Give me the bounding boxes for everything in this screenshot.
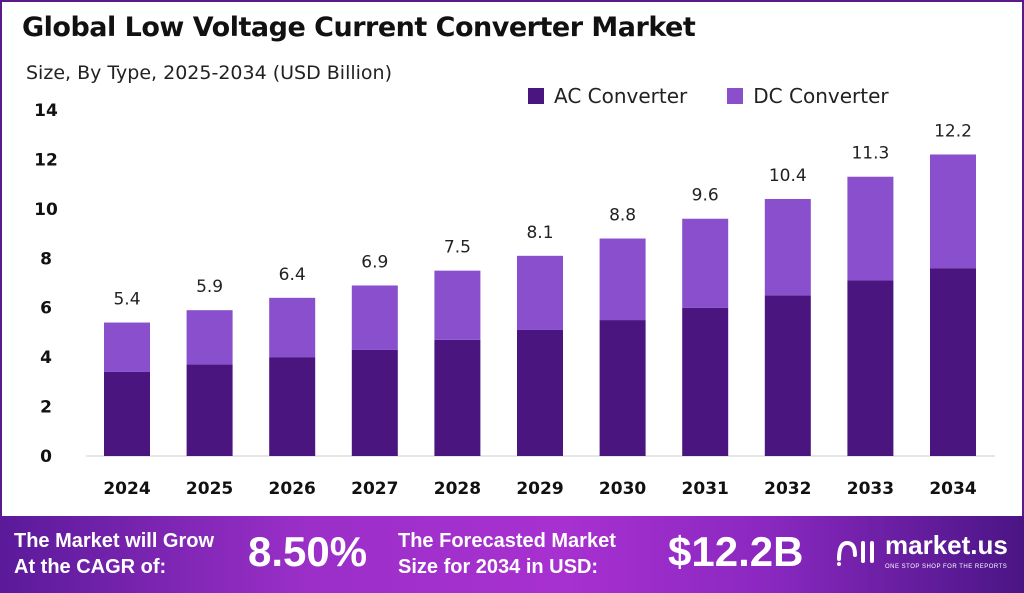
x-tick-label: 2024 bbox=[103, 479, 150, 499]
y-tick-label: 0 bbox=[40, 447, 52, 467]
cagr-label: The Market will Grow At the CAGR of: bbox=[14, 528, 214, 580]
bar-segment-dc bbox=[269, 297, 316, 358]
x-tick-label: 2025 bbox=[186, 479, 233, 499]
y-tick-label: 2 bbox=[40, 398, 52, 418]
legend-swatch-ac bbox=[528, 88, 544, 104]
data-label-total: 5.9 bbox=[196, 277, 223, 297]
data-label-total: 8.1 bbox=[526, 223, 553, 243]
data-label-total: 9.6 bbox=[692, 186, 719, 206]
logo-icon bbox=[837, 540, 874, 566]
x-tick-label: 2034 bbox=[929, 479, 976, 499]
cagr-label-line2: At the CAGR of: bbox=[14, 556, 167, 578]
cagr-value: 8.50% bbox=[248, 528, 368, 575]
legend-swatch-dc bbox=[727, 88, 744, 104]
y-tick-label: 8 bbox=[40, 249, 52, 269]
logo-name: market.us bbox=[885, 530, 1008, 560]
x-tick-label: 2026 bbox=[269, 479, 316, 499]
forecast-value: $12.2B bbox=[668, 528, 804, 575]
bar-segment-ac bbox=[517, 329, 563, 456]
bar-segment-dc bbox=[930, 154, 976, 269]
x-tick-label: 2027 bbox=[351, 479, 398, 499]
bar-segment-dc bbox=[764, 198, 811, 296]
forecast-label-line1: The Forecasted Market bbox=[398, 530, 616, 552]
bar-segment-dc bbox=[434, 270, 481, 340]
y-tick-label: 10 bbox=[34, 200, 58, 220]
forecast-label: The Forecasted Market Size for 2034 in U… bbox=[398, 528, 616, 580]
market-us-logo: market.us ONE STOP SHOP FOR THE REPORTS bbox=[835, 530, 1008, 571]
chart-title: Global Low Voltage Current Converter Mar… bbox=[22, 12, 696, 43]
bar-segment-ac bbox=[434, 339, 481, 456]
bar-chart: 0 2 4 6 8 10 12 14 5.4 2024 5.9 2025 6.4 2026 6.9 2027 7… bbox=[34, 101, 995, 499]
y-tick-label: 14 bbox=[34, 101, 58, 121]
bar-segment-ac bbox=[186, 364, 233, 456]
legend-item-ac: AC Converter bbox=[528, 84, 687, 108]
bar-segment-ac bbox=[269, 357, 316, 456]
footer-banner: The Market will Grow At the CAGR of: 8.5… bbox=[0, 516, 1024, 593]
cagr-label-line1: The Market will Grow bbox=[14, 530, 215, 552]
data-label-total: 8.8 bbox=[609, 206, 636, 226]
bar-segment-dc bbox=[351, 285, 398, 350]
bar-segment-ac bbox=[104, 371, 150, 456]
bar-segment-ac bbox=[847, 280, 894, 456]
chart-subtitle: Size, By Type, 2025-2034 (USD Billion) bbox=[26, 62, 393, 84]
x-tick-label: 2033 bbox=[847, 479, 894, 499]
bar-segment-ac bbox=[764, 295, 811, 456]
bar-segment-ac bbox=[682, 307, 729, 456]
y-tick-label: 6 bbox=[40, 299, 52, 319]
logo-tagline: ONE STOP SHOP FOR THE REPORTS bbox=[885, 564, 1008, 570]
bar-segment-ac bbox=[930, 268, 976, 456]
x-tick-label: 2032 bbox=[764, 479, 811, 499]
bar-segment-dc bbox=[682, 218, 729, 308]
x-tick-label: 2028 bbox=[434, 479, 481, 499]
legend-label-ac: AC Converter bbox=[554, 84, 688, 108]
x-tick-label: 2030 bbox=[599, 479, 646, 499]
y-tick-label: 12 bbox=[34, 150, 58, 170]
bar-segment-dc bbox=[104, 322, 150, 372]
bar-segment-dc bbox=[599, 238, 646, 321]
data-label-total: 6.9 bbox=[361, 252, 388, 272]
bar-segment-dc bbox=[847, 176, 894, 281]
x-tick-label: 2031 bbox=[682, 479, 729, 499]
bar-segment-dc bbox=[186, 310, 233, 365]
bar-segment-ac bbox=[599, 320, 646, 456]
logo-text: market.us ONE STOP SHOP FOR THE REPORTS bbox=[885, 530, 1008, 571]
legend-label-dc: DC Converter bbox=[753, 84, 889, 108]
y-tick-label: 4 bbox=[40, 348, 52, 368]
bar-segment-dc bbox=[517, 255, 563, 330]
data-label-total: 7.5 bbox=[444, 238, 471, 258]
bar-segment-ac bbox=[351, 349, 398, 456]
data-label-total: 11.3 bbox=[851, 144, 889, 164]
legend: AC Converter DC Converter bbox=[528, 84, 889, 108]
x-tick-label: 2029 bbox=[516, 479, 563, 499]
legend-item-dc: DC Converter bbox=[727, 84, 889, 108]
data-label-total: 6.4 bbox=[279, 265, 306, 285]
data-label-total: 10.4 bbox=[769, 166, 807, 186]
data-label-total: 5.4 bbox=[113, 290, 140, 310]
forecast-label-line2: Size for 2034 in USD: bbox=[398, 556, 599, 578]
data-label-total: 12.2 bbox=[934, 121, 972, 141]
